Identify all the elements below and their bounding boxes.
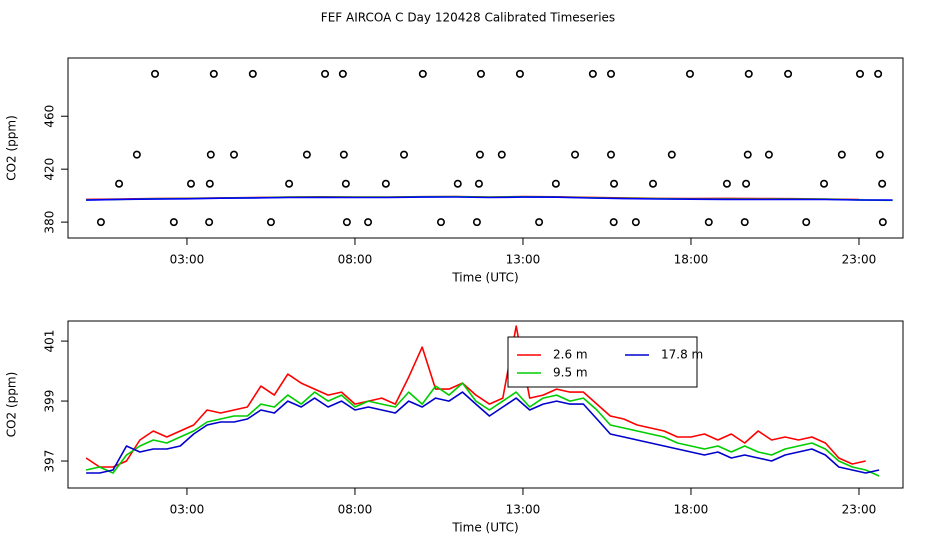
data-point — [722, 179, 731, 188]
data-point — [610, 179, 619, 188]
x-tick-label: 18:00 — [674, 503, 709, 517]
data-point — [285, 179, 294, 188]
data-point — [248, 69, 257, 78]
data-point — [685, 69, 694, 78]
data-point — [266, 218, 275, 227]
data-point — [341, 179, 350, 188]
data-point — [878, 179, 887, 188]
data-point — [667, 150, 676, 159]
data-point — [476, 69, 485, 78]
data-point — [515, 69, 524, 78]
x-tick-label: 13:00 — [506, 253, 541, 267]
data-point — [342, 218, 351, 227]
data-point — [338, 69, 347, 78]
data-point — [475, 150, 484, 159]
y-axis-label: CO2 (ppm) — [5, 372, 19, 438]
legend-label: 17.8 m — [661, 348, 703, 362]
x-tick-label: 23:00 — [842, 503, 877, 517]
data-point — [339, 150, 348, 159]
series-line — [86, 196, 893, 201]
data-point — [229, 150, 238, 159]
data-point — [551, 179, 560, 188]
x-tick-label: 08:00 — [338, 253, 373, 267]
legend-label: 9.5 m — [553, 366, 588, 380]
y-tick-label: 399 — [43, 390, 57, 413]
data-point — [205, 179, 214, 188]
y-tick-label: 401 — [43, 330, 57, 353]
data-point — [764, 150, 773, 159]
plot-frame — [67, 57, 904, 239]
figure-title: FEF AIRCOA C Day 120428 Calibrated Times… — [321, 11, 615, 25]
series-line — [86, 391, 880, 474]
data-point — [497, 150, 506, 159]
x-tick-label: 18:00 — [674, 253, 709, 267]
data-point — [169, 218, 178, 227]
data-point — [535, 218, 544, 227]
legend-label: 2.6 m — [553, 348, 588, 362]
y-tick-label: 380 — [43, 211, 57, 234]
legend-box — [507, 336, 698, 388]
data-point — [802, 218, 811, 227]
x-tick-label: 23:00 — [842, 253, 877, 267]
data-point — [571, 150, 580, 159]
data-point — [820, 179, 829, 188]
data-point — [472, 218, 481, 227]
data-point — [206, 150, 215, 159]
x-tick-label: 13:00 — [506, 503, 541, 517]
data-point — [874, 69, 883, 78]
x-axis-label: Time (UTC) — [451, 271, 518, 285]
data-point — [364, 218, 373, 227]
data-point — [609, 218, 618, 227]
data-point — [742, 179, 751, 188]
data-point — [607, 150, 616, 159]
data-point — [186, 179, 195, 188]
x-tick-label: 03:00 — [170, 503, 205, 517]
data-point — [321, 69, 330, 78]
data-point — [151, 69, 160, 78]
series-line — [85, 382, 880, 477]
data-point — [744, 69, 753, 78]
data-point — [436, 218, 445, 227]
x-tick-label: 08:00 — [338, 503, 373, 517]
data-point — [588, 69, 597, 78]
y-tick-label: 397 — [43, 450, 57, 473]
data-point — [784, 69, 793, 78]
data-point — [474, 179, 483, 188]
y-tick-label: 460 — [43, 105, 57, 128]
data-point — [209, 69, 218, 78]
data-point — [855, 69, 864, 78]
data-point — [704, 218, 713, 227]
data-point — [115, 179, 124, 188]
data-point — [205, 218, 214, 227]
y-tick-label: 420 — [43, 158, 57, 181]
data-point — [400, 150, 409, 159]
data-point — [837, 150, 846, 159]
x-tick-label: 03:00 — [170, 253, 205, 267]
data-point — [453, 179, 462, 188]
x-axis-label: Time (UTC) — [451, 521, 518, 535]
data-point — [649, 179, 658, 188]
data-point — [875, 150, 884, 159]
y-axis-label: CO2 (ppm) — [5, 115, 19, 181]
data-point — [878, 218, 887, 227]
data-point — [740, 218, 749, 227]
data-point — [607, 69, 616, 78]
plot-frame — [67, 320, 904, 489]
data-point — [96, 218, 105, 227]
data-point — [418, 69, 427, 78]
data-point — [743, 150, 752, 159]
data-point — [631, 218, 640, 227]
series-line — [85, 325, 866, 468]
data-point — [132, 150, 141, 159]
data-point — [381, 179, 390, 188]
data-point — [302, 150, 311, 159]
